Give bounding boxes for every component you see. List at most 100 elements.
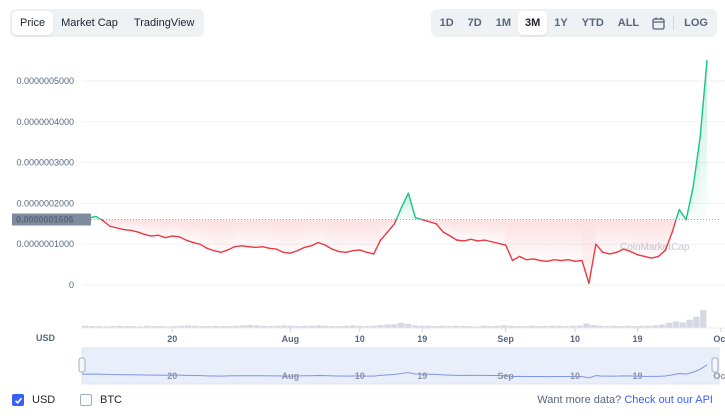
price-line-segment: [372, 239, 382, 255]
volume-bar: [301, 325, 309, 328]
range-1y-button[interactable]: 1Y: [554, 17, 568, 29]
price-line-segment: [629, 250, 639, 256]
range-1d-button[interactable]: 1D: [439, 17, 454, 29]
area-segment: [561, 219, 569, 261]
price-line-segment: [206, 247, 215, 252]
area-segment: [352, 219, 360, 251]
tab-market-cap[interactable]: Market Cap: [61, 17, 118, 29]
price-line-segment: [525, 258, 535, 261]
volume-bar: [432, 326, 439, 328]
area-segment: [651, 219, 659, 259]
area-segment: [241, 219, 249, 247]
range-navigator[interactable]: 20 Aug 10 19 Sep 10 19 Oct: [78, 347, 725, 385]
y-tick-label: 0.0000004000: [16, 117, 74, 127]
volume-bar: [487, 326, 494, 328]
volume-bar: [329, 326, 336, 328]
price-line-segment: [685, 186, 694, 221]
price-line-segment: [609, 251, 618, 255]
tab-price[interactable]: Price: [12, 11, 54, 35]
x-tick-label: Oct: [713, 334, 725, 344]
volume-bar: [233, 325, 240, 328]
volume-bar: [288, 325, 295, 328]
volume-bar: [356, 325, 363, 328]
price-line-segment: [199, 243, 208, 249]
volume-bar: [603, 326, 611, 328]
area-segment: [248, 219, 256, 248]
price-line-segment: [497, 242, 507, 246]
price-line-segment: [150, 234, 160, 237]
volume-bar: [349, 325, 357, 328]
price-line-segment: [442, 231, 451, 237]
volume-bar: [322, 325, 329, 328]
price-line-segment: [359, 249, 368, 254]
range-1m-button[interactable]: 1M: [495, 17, 512, 29]
volume-bar: [315, 325, 322, 328]
area-segment: [470, 219, 478, 241]
navigator-line: [81, 364, 708, 379]
volume-bar: [136, 326, 144, 328]
volume-bar: [391, 324, 398, 328]
volume-bar: [198, 326, 206, 328]
area-segment: [151, 219, 159, 237]
volume-bar: [191, 325, 199, 328]
volume-bar: [123, 326, 130, 328]
volume-bar: [617, 326, 624, 328]
price-line-segment: [532, 258, 542, 262]
volume-bar: [109, 326, 116, 328]
price-line-segment: [268, 247, 278, 250]
volume-bar: [294, 326, 302, 328]
checkbox-unchecked-icon[interactable]: [80, 394, 92, 406]
volume-bar: [549, 325, 556, 328]
navigator-window[interactable]: [81, 347, 720, 385]
price-line-segment: [95, 215, 102, 221]
price-line-segment: [234, 245, 243, 248]
btc-toggle[interactable]: BTC: [80, 394, 122, 406]
calendar-icon[interactable]: [646, 11, 670, 35]
volume-bar: [473, 326, 480, 328]
navigator-handle[interactable]: [711, 357, 719, 373]
api-link[interactable]: Check out our API: [624, 394, 713, 406]
area-segment: [325, 219, 332, 250]
price-line-segment: [296, 246, 305, 252]
volume-bar: [583, 323, 590, 328]
x-tick-label: 19: [417, 334, 427, 344]
price-line-segment: [546, 259, 555, 263]
navigator-handle[interactable]: [78, 357, 86, 373]
volume-bar: [665, 322, 673, 328]
range-ytd-button[interactable]: YTD: [581, 17, 604, 29]
volume-bar: [342, 325, 350, 328]
volume-bar: [480, 325, 487, 328]
area-segment: [137, 219, 145, 235]
price-line-segment: [129, 229, 139, 233]
range-all-button[interactable]: ALL: [617, 17, 640, 29]
area-segment: [179, 219, 187, 241]
price-line-segment: [324, 244, 333, 250]
area-segment: [693, 138, 701, 220]
area-segment: [255, 219, 263, 248]
price-lines: [81, 59, 708, 285]
area-segment: [297, 219, 305, 251]
range-7d-button[interactable]: 7D: [467, 17, 482, 29]
area-segment: [158, 219, 166, 238]
price-line-segment: [178, 236, 187, 241]
volume-bar: [336, 326, 343, 328]
log-scale-button[interactable]: LOG: [684, 17, 708, 29]
usd-toggle[interactable]: USD: [12, 394, 55, 406]
price-line-segment: [317, 241, 326, 246]
area-segment: [630, 219, 638, 255]
price-line-segment: [261, 245, 271, 249]
price-line-segment: [213, 250, 222, 254]
area-segment: [380, 219, 388, 241]
price-chart[interactable]: 0.0000005000 0.0000004000 0.0000003000 0.00…: [0, 0, 725, 390]
volume-bar: [507, 325, 515, 328]
area-segment: [505, 219, 513, 261]
volume-bar: [411, 325, 418, 328]
volume-bar: [150, 326, 157, 328]
range-3m-button[interactable]: 3M: [518, 11, 548, 35]
price-line-segment: [595, 243, 604, 254]
tab-tradingview[interactable]: TradingView: [133, 17, 195, 29]
checkbox-checked-icon[interactable]: [12, 394, 24, 406]
volume-bar: [521, 326, 528, 328]
navigator-tick-label: 10: [570, 371, 580, 381]
price-line-segment: [581, 259, 590, 285]
